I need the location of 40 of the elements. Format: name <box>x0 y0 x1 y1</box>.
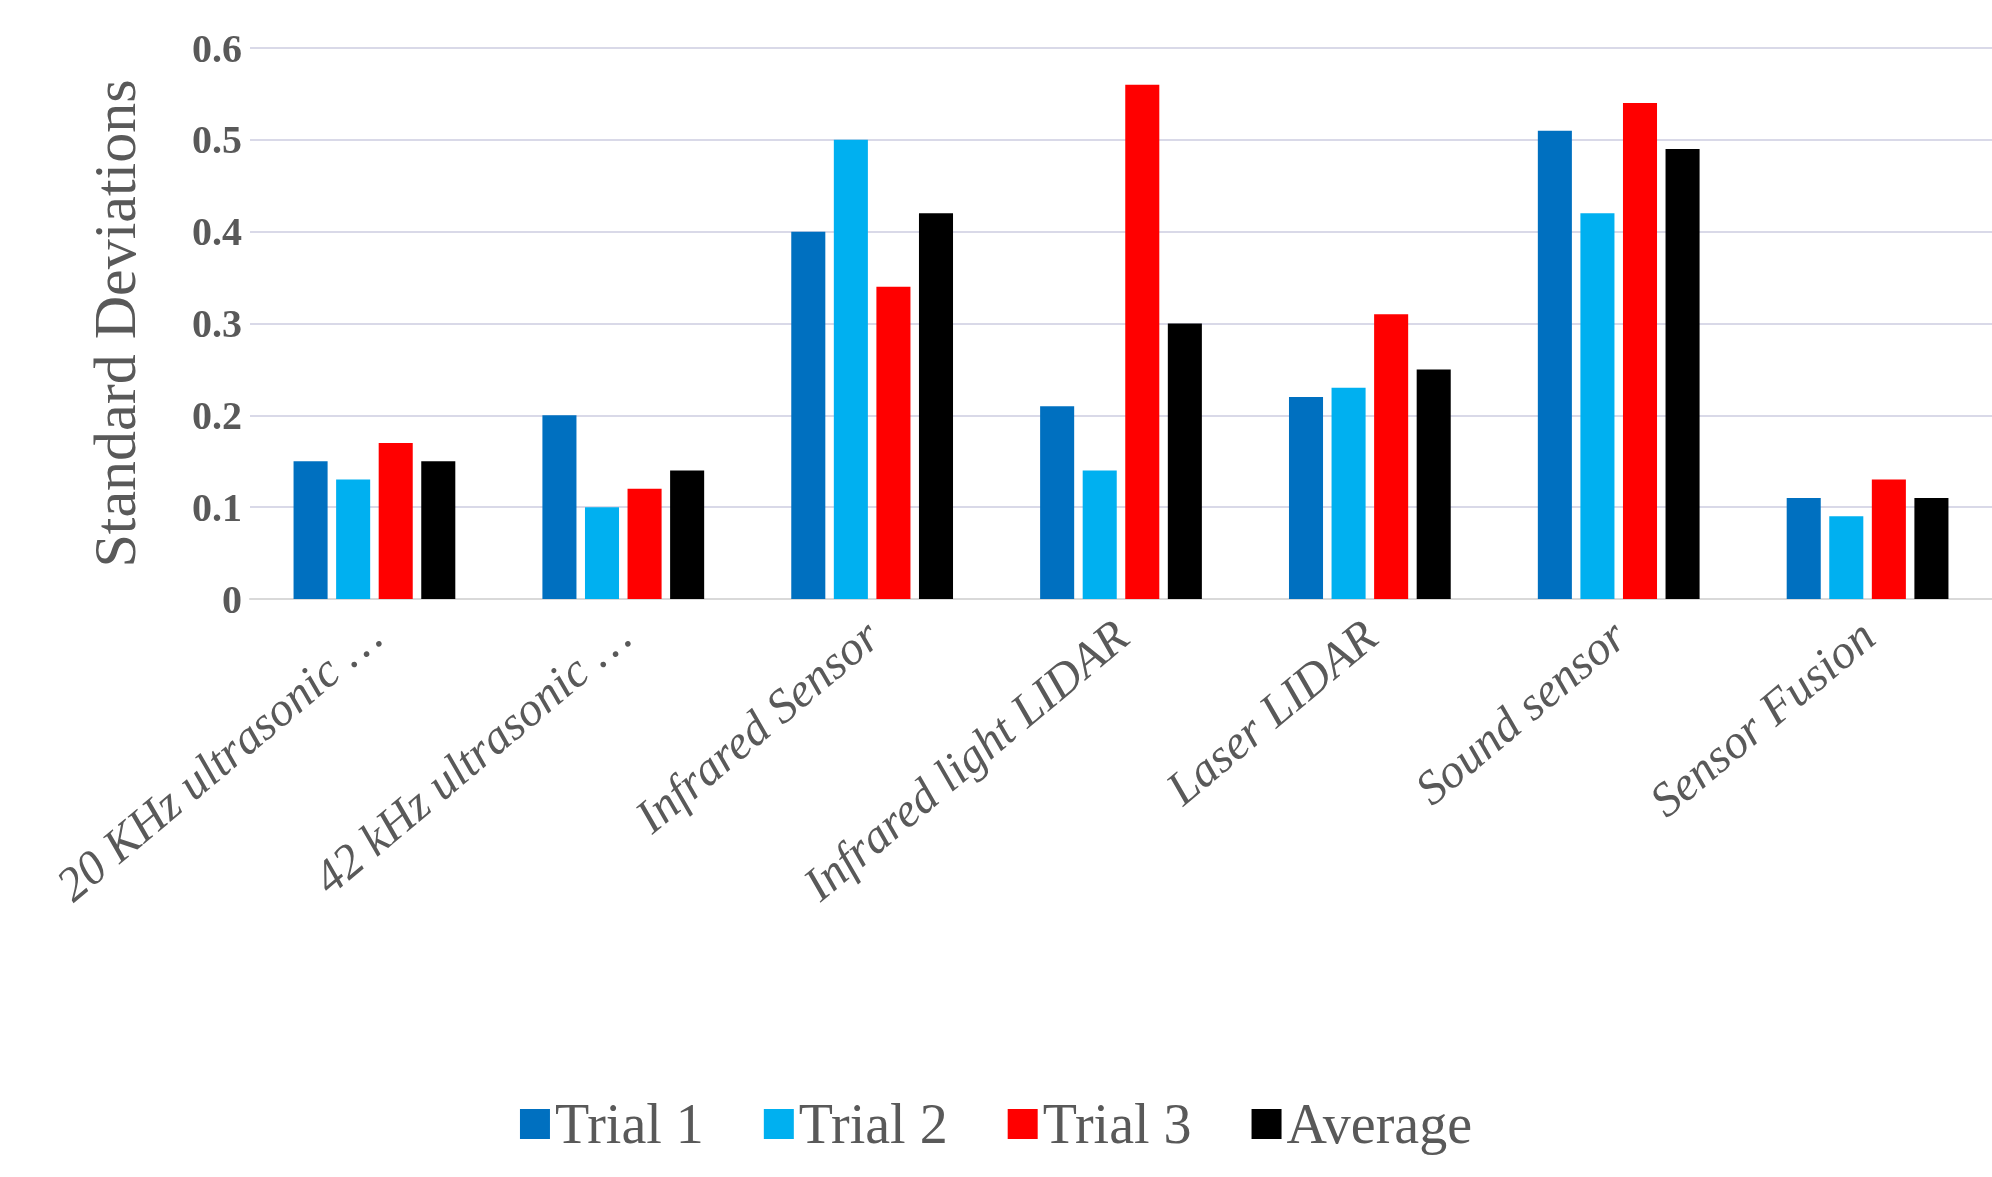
bar <box>584 507 620 599</box>
bar <box>293 461 328 599</box>
bar <box>1665 149 1700 599</box>
y-tick-label: 0.1 <box>192 484 242 530</box>
y-tick-label: 0 <box>222 576 242 622</box>
y-tick-label: 0.5 <box>192 117 242 163</box>
bar <box>1374 314 1409 599</box>
bar <box>670 470 705 599</box>
legend-label: Average <box>1286 1093 1473 1155</box>
bar <box>1829 516 1864 599</box>
legend-label: Trial 3 <box>1042 1093 1192 1155</box>
y-tick-label: 0.2 <box>192 392 242 438</box>
bar <box>1914 497 1949 599</box>
bar <box>1125 84 1160 599</box>
y-tick-label: 0.6 <box>192 25 242 71</box>
bar <box>1040 406 1075 599</box>
bar <box>918 213 954 599</box>
bar <box>378 442 413 599</box>
bar <box>627 488 662 599</box>
bar <box>876 286 911 599</box>
bar <box>336 479 371 599</box>
y-tick-label: 0.3 <box>192 301 242 346</box>
bar <box>1622 103 1658 599</box>
bar <box>833 139 868 599</box>
bar <box>1537 130 1572 599</box>
bar <box>1580 213 1615 599</box>
bar <box>791 231 826 599</box>
y-tick-label: 0.4 <box>192 209 242 255</box>
bar <box>1331 387 1366 599</box>
bar <box>1871 479 1906 599</box>
bar <box>542 415 577 599</box>
bar <box>1288 396 1324 599</box>
bar <box>1416 369 1451 599</box>
bar <box>1786 497 1821 599</box>
legend-label: Trial 2 <box>798 1093 948 1155</box>
bar <box>1082 470 1117 599</box>
bar <box>421 461 456 599</box>
legend-label: Trial 1 <box>554 1093 704 1155</box>
bar <box>1167 323 1202 599</box>
y-axis-title: Standard Deviations <box>82 79 148 568</box>
